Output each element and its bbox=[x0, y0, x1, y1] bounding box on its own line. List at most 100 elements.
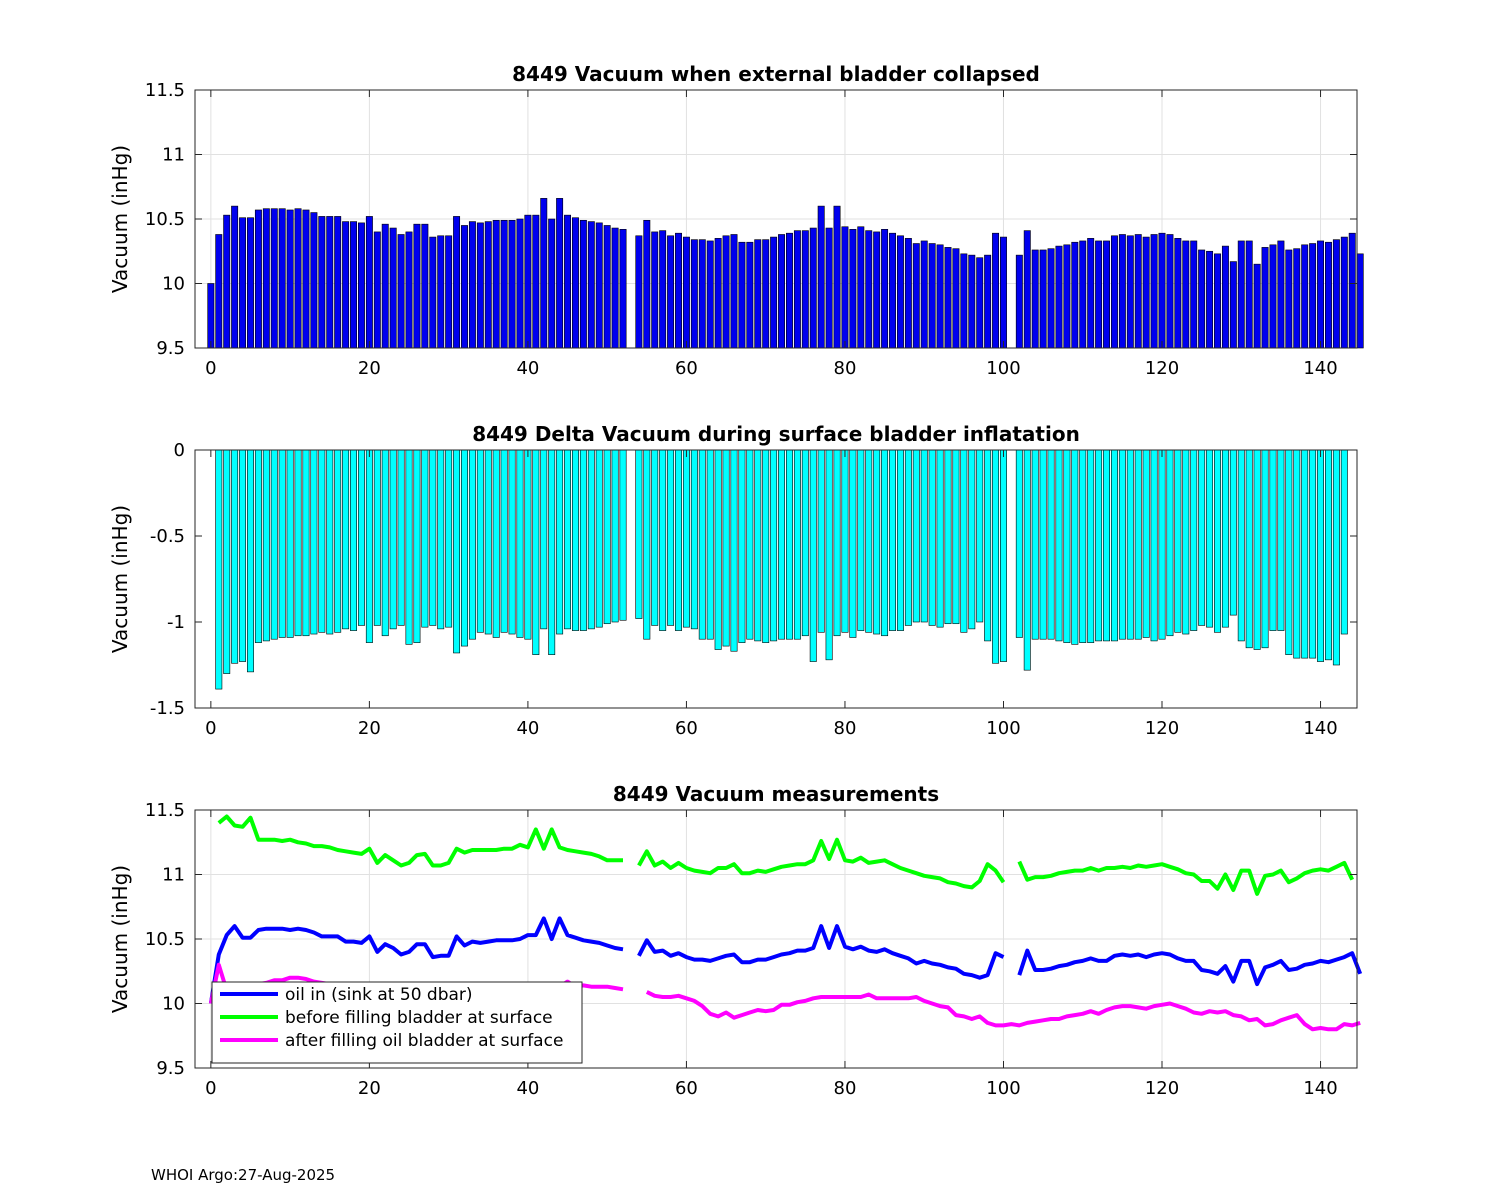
series-line-2 bbox=[217, 814, 1355, 896]
bar bbox=[571, 217, 579, 349]
bar bbox=[793, 449, 801, 640]
bar bbox=[476, 449, 484, 633]
y-tick-label: 10.5 bbox=[145, 929, 185, 950]
bar bbox=[1245, 449, 1253, 649]
legend-entry-2: before filling bladder at surface bbox=[285, 1008, 553, 1028]
bar bbox=[801, 449, 809, 637]
bar bbox=[405, 449, 413, 645]
bar bbox=[548, 449, 556, 655]
bar bbox=[1340, 449, 1348, 635]
bar bbox=[920, 240, 928, 349]
bar bbox=[793, 230, 801, 349]
bar bbox=[1348, 232, 1356, 349]
bar bbox=[1324, 241, 1332, 349]
bar bbox=[223, 214, 231, 349]
bar bbox=[1301, 244, 1309, 349]
bar bbox=[1110, 449, 1118, 642]
bar bbox=[1190, 449, 1198, 631]
bar bbox=[1055, 245, 1063, 349]
bar bbox=[231, 205, 239, 349]
y-axis-label: Vacuum (inHg) bbox=[108, 865, 132, 1013]
bar bbox=[976, 257, 984, 349]
bar bbox=[841, 449, 849, 633]
series-line-1 bbox=[208, 916, 1363, 1004]
bar bbox=[516, 449, 524, 638]
y-tick-label: -0.5 bbox=[150, 526, 185, 547]
x-tick-label: 0 bbox=[205, 1078, 216, 1099]
bar bbox=[587, 221, 595, 349]
y-tick-label: 11.5 bbox=[145, 80, 185, 101]
bar bbox=[357, 449, 365, 626]
bar bbox=[540, 449, 548, 630]
bar bbox=[350, 221, 357, 349]
bar bbox=[936, 449, 944, 628]
bar bbox=[1174, 238, 1182, 349]
bar bbox=[1047, 449, 1055, 640]
y-tick-label: 11 bbox=[162, 865, 185, 886]
x-tick-label: 0 bbox=[205, 358, 216, 379]
bar bbox=[1269, 449, 1277, 631]
bar bbox=[952, 449, 960, 625]
bar bbox=[722, 235, 730, 349]
bar bbox=[1095, 449, 1103, 642]
bar bbox=[1261, 247, 1269, 349]
bar bbox=[1214, 253, 1221, 349]
bar bbox=[849, 229, 857, 349]
chart-title: 8449 Delta Vacuum during surface bladder… bbox=[472, 422, 1080, 446]
bar bbox=[746, 241, 754, 349]
bar bbox=[1317, 240, 1325, 349]
bar bbox=[667, 449, 675, 626]
bar bbox=[215, 449, 223, 690]
bar bbox=[833, 205, 841, 349]
bar bbox=[1332, 449, 1340, 666]
bar bbox=[1206, 449, 1214, 628]
bar bbox=[786, 449, 793, 640]
bar bbox=[548, 218, 556, 349]
legend: oil in (sink at 50 dbar) before filling b… bbox=[211, 981, 583, 1064]
bar bbox=[714, 238, 722, 349]
bar bbox=[1309, 449, 1317, 659]
bar bbox=[532, 449, 540, 655]
bar bbox=[350, 449, 357, 631]
bar bbox=[1134, 234, 1142, 349]
bar bbox=[262, 208, 270, 349]
bar bbox=[1293, 248, 1301, 349]
bar bbox=[698, 449, 706, 640]
bar bbox=[738, 449, 746, 643]
bar bbox=[1269, 244, 1277, 349]
x-tick-label: 20 bbox=[358, 1078, 381, 1099]
bar bbox=[1039, 449, 1047, 640]
chart-panel-2: 0 20 40 60 80 100 120 140 -1.5 -1 -0.5 0 8449 Delta … bbox=[108, 422, 1358, 739]
bar bbox=[365, 216, 373, 349]
bar bbox=[1174, 449, 1182, 633]
axes-box bbox=[194, 449, 1358, 709]
bar bbox=[912, 243, 920, 349]
bar bbox=[318, 216, 326, 349]
bar bbox=[1237, 240, 1245, 349]
bar bbox=[1079, 240, 1087, 349]
bar bbox=[1079, 449, 1087, 643]
bar bbox=[1103, 449, 1110, 642]
bar bbox=[421, 449, 429, 628]
bar bbox=[579, 449, 587, 631]
bar bbox=[825, 227, 833, 349]
bar bbox=[373, 231, 381, 349]
bar bbox=[1118, 449, 1126, 640]
bar bbox=[1309, 243, 1317, 349]
bar bbox=[936, 244, 944, 349]
bar bbox=[508, 219, 516, 349]
bar bbox=[231, 449, 239, 664]
y-axis-label: Vacuum (inHg) bbox=[108, 145, 132, 293]
bar bbox=[492, 449, 500, 638]
bar bbox=[651, 449, 659, 626]
bar bbox=[706, 449, 714, 640]
bar bbox=[247, 217, 254, 349]
y-tick-label: 10 bbox=[162, 994, 185, 1015]
bar bbox=[817, 205, 825, 349]
bar bbox=[342, 221, 350, 349]
bar bbox=[1261, 449, 1269, 649]
bar bbox=[960, 449, 968, 633]
bar bbox=[801, 230, 809, 349]
bar bbox=[873, 231, 881, 349]
